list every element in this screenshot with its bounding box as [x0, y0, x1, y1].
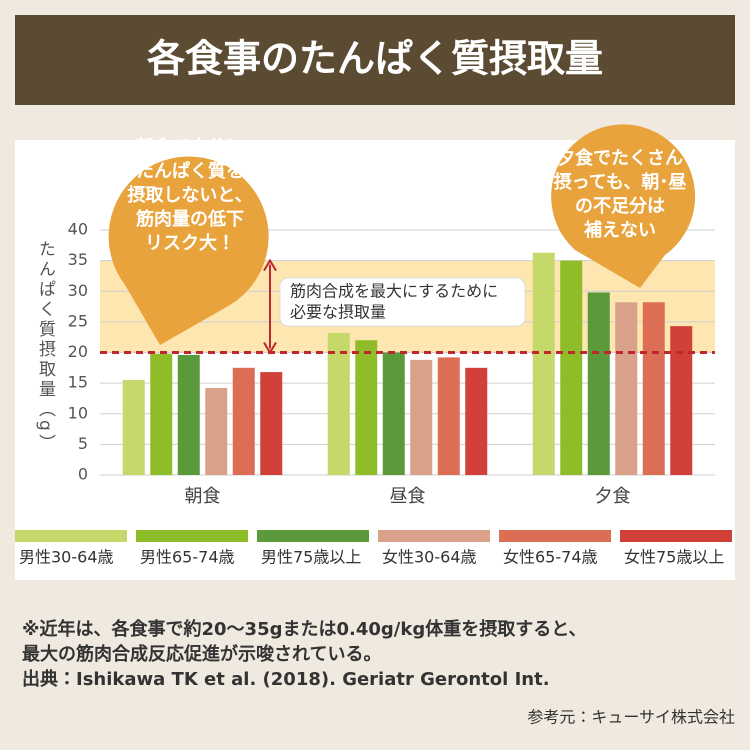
- y-axis-label: たんぱく質摂取量（g）: [35, 240, 56, 454]
- legend-label: 男性30-64歳: [19, 548, 114, 567]
- callout-bubble: [551, 124, 696, 289]
- callout-text: 筋肉量の低下: [136, 208, 244, 230]
- legend-label: 男性75歳以上: [261, 548, 361, 567]
- bar: [177, 354, 200, 475]
- legend-label: 女性75歳以上: [624, 548, 724, 567]
- x-tick-label: 朝食: [185, 486, 221, 507]
- target-label: 筋肉合成を最大にするために: [290, 282, 498, 301]
- callout-text: の不足分は: [575, 196, 665, 217]
- legend-swatch: [15, 530, 127, 542]
- callout-text: リスク大！: [145, 232, 235, 254]
- bar: [260, 372, 283, 475]
- source: 参考元：キューサイ株式会社: [527, 708, 735, 727]
- y-tick-label: 40: [68, 220, 88, 239]
- callout-bubble: [108, 156, 269, 345]
- callout-text: たんぱく質を: [136, 160, 244, 182]
- bar: [382, 352, 405, 475]
- x-tick-label: 昼食: [390, 486, 426, 507]
- y-tick-label: 25: [68, 311, 88, 330]
- notes: ※近年は、各食事で約20～35gまたは0.40g/kg体重を摂取すると、最大の筋…: [22, 618, 587, 690]
- legend-swatch: [499, 530, 611, 542]
- bar: [437, 357, 460, 475]
- callout-text: 夕食でたくさん: [557, 147, 683, 169]
- bar: [355, 340, 378, 475]
- title-bar: [15, 15, 735, 105]
- y-tick-label: 35: [68, 250, 88, 269]
- x-tick-label: 夕食: [595, 486, 631, 507]
- legend-swatch: [257, 530, 369, 542]
- y-tick-label: 0: [78, 465, 88, 484]
- legend-swatch: [378, 530, 490, 542]
- bar: [205, 388, 228, 475]
- bar: [465, 367, 488, 475]
- bar: [642, 302, 665, 475]
- bar: [560, 260, 583, 475]
- note: ※近年は、各食事で約20～35gまたは0.40g/kg体重を摂取すると、: [22, 618, 587, 640]
- bar: [587, 292, 610, 475]
- note: 最大の筋肉合成反応促進が示唆されている。: [22, 643, 381, 665]
- legend-swatch: [136, 530, 248, 542]
- callout-text: 補えない: [584, 219, 656, 241]
- bar: [410, 359, 433, 475]
- y-tick-label: 30: [68, 281, 88, 300]
- arrow-head: [263, 258, 277, 272]
- chart-title: 各食事のたんぱく質摂取量: [147, 37, 603, 81]
- bar: [327, 332, 350, 475]
- note: 出典：Ishikawa TK et al. (2018). Geriatr Ge…: [22, 668, 550, 690]
- y-tick-label: 20: [68, 342, 88, 361]
- bar: [232, 367, 255, 475]
- legend: 男性30-64歳 男性65-74歳 男性75歳以上 女性30-64歳 女性65-74歳 女…: [15, 530, 732, 567]
- y-tick-label: 15: [68, 373, 88, 392]
- arrow-head: [263, 341, 277, 355]
- bar: [150, 353, 173, 475]
- target-label-box: [279, 277, 526, 327]
- callout-text: 摂っても、朝･昼: [554, 171, 688, 193]
- legend-label: 女性30-64歳: [382, 548, 477, 567]
- bar: [532, 252, 555, 475]
- bar: [670, 326, 693, 475]
- legend-swatch: [620, 530, 732, 542]
- y-tick-label: 10: [68, 403, 88, 422]
- legend-label: 男性65-74歳: [140, 548, 235, 567]
- legend-label: 女性65-74歳: [503, 548, 598, 567]
- callout-text: 摂取しないと、: [127, 184, 252, 206]
- target-label: 必要な摂取量: [290, 303, 386, 322]
- callout-text: 朝食で十分に: [136, 136, 244, 158]
- bar: [615, 302, 638, 475]
- bar: [122, 380, 145, 475]
- y-tick-label: 5: [78, 434, 88, 453]
